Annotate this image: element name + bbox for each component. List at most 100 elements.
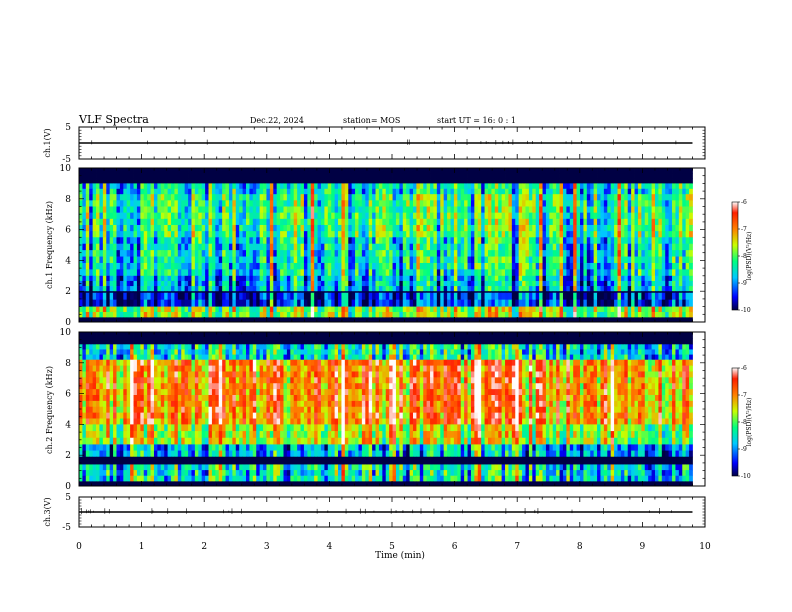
ch1-spectrogram-cell (348, 291, 353, 294)
ch1-spectrogram-cell (365, 237, 370, 245)
ch1-spectrogram-cell (409, 250, 414, 257)
ch1-spectrogram-cell (232, 280, 237, 287)
ch1-spectrogram-cell (600, 275, 605, 282)
ch1-spectrogram-cell (79, 183, 83, 190)
ch1-spectrogram-cell (113, 250, 117, 257)
ch1-spectrogram-cell (433, 291, 438, 294)
ch1-spectrogram-cell (631, 256, 635, 264)
ch1-spectrogram-cell (147, 224, 151, 232)
ch1-spectrogram-cell (556, 183, 560, 190)
ch1-spectrogram-cell (211, 275, 216, 282)
ch1-spectrogram-cell (494, 206, 499, 214)
ch1-spectrogram-cell (450, 218, 455, 226)
ch1-spectrogram-cell (358, 206, 363, 214)
ch1-spectrogram-cell (85, 237, 90, 245)
ch1-spectrogram-cell (338, 173, 342, 179)
ch1-spectrogram-cell (470, 243, 475, 251)
ch1-spectrogram-cell (406, 200, 410, 207)
ch1-spectrogram-cell (562, 286, 567, 292)
ch1-spectrogram-cell (549, 188, 554, 195)
ch1-spectrogram-cell (256, 256, 261, 264)
ch1-spectrogram-cell (389, 250, 393, 257)
ch1-spectrogram-cell (320, 269, 325, 277)
ch1-spectrogram-cell (487, 168, 492, 174)
ch1-spectrogram-cell (600, 168, 605, 174)
ch1-spectrogram-cell (641, 183, 646, 190)
ch1-spectrogram-cell (433, 212, 438, 220)
ch1-spectrogram-cell (368, 218, 373, 226)
ch1-spectrogram-cell (153, 256, 158, 264)
ch1-spectrogram-cell (392, 188, 397, 195)
ch1-spectrogram-cell (559, 306, 564, 313)
ch1-spectrogram-cell (211, 299, 216, 307)
ch1-spectrogram-cell (280, 311, 284, 318)
ch1-spectrogram-cell (222, 237, 226, 245)
ch1-spectrogram-cell (402, 231, 407, 238)
ch1-spectrogram-cell (586, 243, 591, 251)
ch1-spectrogram-cell (528, 194, 533, 201)
ch1-spectrogram-cell (518, 286, 523, 292)
ch1-waveform-panel: 5-5 (62, 123, 706, 165)
ch1-spectrogram-cell (215, 250, 220, 257)
ch1-spectrogram-cell (177, 188, 182, 195)
ch1-spectrogram-cell (494, 188, 499, 195)
ch1-spectrogram-cell (116, 224, 121, 232)
ch1-spectrogram-cell (648, 306, 652, 313)
ch1-spectrogram-cell (498, 317, 503, 323)
ch1-spectrogram-cell (576, 231, 581, 238)
ch1-spectrogram-cell (470, 269, 475, 277)
ch1-spectrogram-cell (675, 286, 680, 292)
ch1-spectrogram-cell (689, 262, 693, 270)
ch1-spectrogram-cell (637, 231, 642, 238)
ch1-spectrogram-cell (682, 212, 687, 220)
ch1-spectrogram-cell (661, 224, 666, 232)
ch1-spectrogram-cell (682, 194, 687, 201)
ch1-spectrogram-cell (232, 269, 237, 277)
ch1-spectrogram-cell (566, 243, 571, 251)
ch1-spectrogram-cell (484, 168, 489, 174)
ch1-spectrogram-cell (136, 262, 141, 270)
ch1-spectrogram-cell (447, 286, 451, 292)
ch1-spectrogram-cell (672, 306, 676, 313)
ch1-spectrogram-cell (631, 269, 635, 277)
ch1-spectrogram-cell (153, 262, 158, 270)
ch1-spectrogram-cell (406, 173, 410, 179)
ch1-spectrogram-cell (276, 250, 281, 257)
ch1-spectrogram-cell (593, 269, 598, 277)
ch1-spectrogram-cell (378, 212, 383, 220)
ch1-spectrogram-cell (542, 275, 547, 282)
ch1-spectrogram-cell (641, 168, 646, 174)
ch1-spectrogram-cell (607, 291, 612, 294)
ch1-spectrogram-cell (413, 299, 417, 307)
ch1-spectrogram-cell (222, 306, 226, 313)
ch1-spectrogram-cell (419, 256, 424, 264)
ch1-spectrogram-cell (96, 250, 100, 257)
ch1-spectrogram-cell (375, 256, 380, 264)
ch1-spectrogram-cell (256, 231, 261, 238)
ch1-spectrogram-cell (545, 224, 550, 232)
ch1-spectrogram-cell (106, 194, 111, 201)
ch1-spectrogram-cell (92, 178, 97, 184)
ch1-spectrogram-cell (443, 200, 448, 207)
ch1-spectrogram-cell (658, 188, 663, 195)
ch1-spectrogram-cell (218, 218, 223, 226)
ch1-spectrogram-cell (351, 188, 356, 195)
ch1-spectrogram-cell (447, 188, 451, 195)
ch1-spectrogram-cell (174, 317, 179, 323)
ch1-spectrogram-cell (443, 262, 448, 270)
ch1-spectrogram-cell (181, 218, 186, 226)
ch1-spectrogram-cell (324, 291, 329, 294)
ch1-spectrogram-cell (361, 317, 366, 323)
ch1-spectrogram-cell (685, 292, 690, 301)
ch1-spectrogram-cell (92, 291, 97, 294)
ch1-spectrogram-cell (184, 173, 189, 179)
ch1-spectrogram-cell (505, 292, 509, 301)
ch1-spectrogram-cell (419, 178, 424, 184)
ch1-spectrogram-cell (559, 280, 564, 287)
ch1-spectrogram-cell (569, 299, 574, 307)
ch1-spectrogram-cell (426, 237, 431, 245)
ch1-spectrogram-cell (188, 262, 192, 270)
ch1-spectrogram-cell (205, 311, 209, 318)
ch1-spectrogram-cell (484, 256, 489, 264)
ch1-spectrogram-cell (341, 178, 346, 184)
